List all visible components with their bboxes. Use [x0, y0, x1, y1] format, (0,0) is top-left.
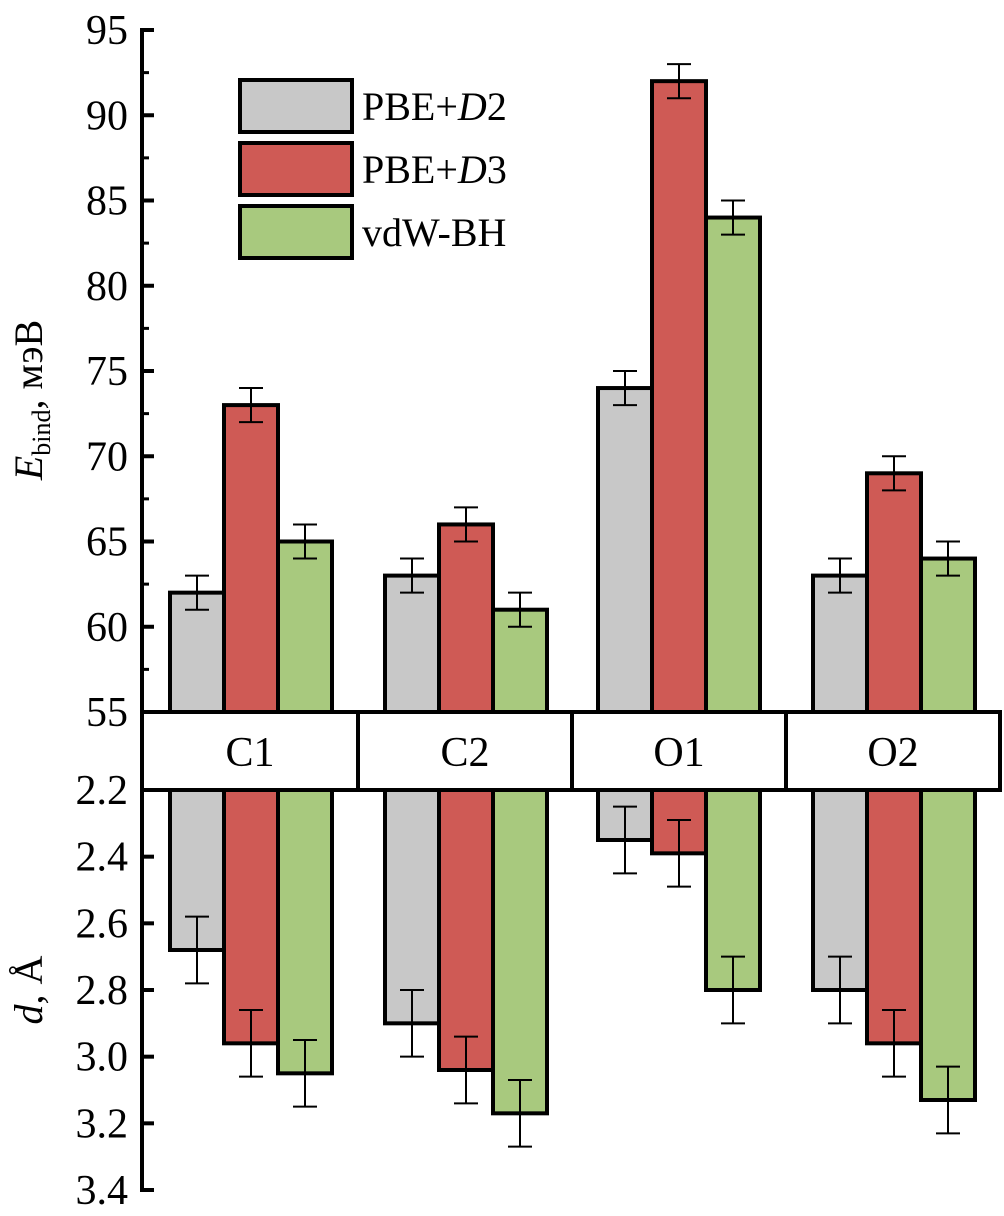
- category-labels: C1 C2 O1 O2: [140, 710, 1002, 792]
- top-ylabel-subscript: bind: [27, 409, 56, 455]
- tick-label-top-95: 95: [86, 8, 128, 54]
- errorbar-top-C1-PBE+D2: [185, 574, 209, 611]
- bar-top-O2-PBE+D2: [811, 573, 869, 714]
- errorbar-top-O2-PBE+D2: [828, 557, 852, 594]
- bottom-ylabel: d, Å: [6, 955, 51, 1024]
- bar-bottom-O2-vdW-BH: [919, 788, 977, 1102]
- errorbar-bottom-C2-PBE+D3: [454, 1035, 478, 1105]
- tick-label-bottom-2.4: 2.4: [76, 835, 129, 881]
- tick-label-top-65: 65: [86, 520, 128, 566]
- errorbar-bottom-O2-PBE+D2: [828, 955, 852, 1025]
- top-ylabel: Ebind, мэВ: [6, 320, 56, 481]
- bars-layer: [168, 63, 977, 1148]
- errorbar-bottom-O2-vdW-BH: [936, 1065, 960, 1135]
- errorbar-bottom-O2-PBE+D3: [882, 1009, 906, 1078]
- errorbar-bottom-O1-PBE+D2: [613, 805, 637, 875]
- tick-label-bottom-3.2: 3.2: [76, 1101, 129, 1147]
- errorbar-top-C2-PBE+D3: [454, 506, 478, 543]
- category-label-O1: O1: [653, 730, 704, 776]
- tick-label-top-85: 85: [86, 179, 128, 225]
- errorbar-top-O1-PBE+D2: [613, 370, 637, 407]
- errorbar-bottom-C1-PBE+D3: [239, 1009, 263, 1078]
- errorbar-top-C1-vdW-BH: [293, 523, 317, 560]
- tick-label-bottom-2.6: 2.6: [76, 901, 129, 947]
- errorbar-bottom-C1-PBE+D2: [185, 915, 209, 985]
- errorbar-bottom-C2-PBE+D2: [400, 989, 424, 1058]
- category-label-C1: C1: [225, 730, 274, 776]
- tick-label-top-80: 80: [86, 264, 128, 310]
- bar-top-O1-vdW-BH: [704, 215, 762, 715]
- legend: PBE+D2 PBE+D3 vdW-BH: [238, 78, 507, 260]
- bar-top-C1-vdW-BH: [276, 539, 334, 714]
- top-ylabel-symbol: E: [6, 456, 51, 481]
- errorbar-bottom-C2-vdW-BH: [508, 1079, 532, 1148]
- errorbar-bottom-O1-PBE+D3: [667, 819, 691, 888]
- bar-bottom-O2-PBE+D3: [865, 788, 923, 1046]
- tick-label-top-60: 60: [86, 605, 128, 651]
- errorbar-top-O2-PBE+D3: [882, 455, 906, 492]
- y-axis: 55 60 65 70 75 80 85 90 95 2.2 2.4 2.6 2.8 3.0 3.2 3.4: [76, 8, 154, 1214]
- bottom-ylabel-unit: , Å: [6, 955, 51, 1004]
- bar-top-C1-PBE+D3: [222, 403, 280, 714]
- legend-label-0: PBE+D2: [362, 84, 507, 129]
- tick-label-bottom-2.8: 2.8: [76, 968, 129, 1014]
- errorbar-top-C2-PBE+D2: [400, 557, 424, 594]
- legend-label-1: PBE+D3: [362, 147, 507, 192]
- tick-label-bottom-3.4: 3.4: [76, 1168, 129, 1214]
- legend-swatch-1: [238, 141, 354, 197]
- errorbar-top-O1-PBE+D3: [667, 63, 691, 100]
- bar-top-O2-vdW-BH: [919, 556, 977, 714]
- bar-bottom-C1-vdW-BH: [276, 788, 334, 1076]
- tick-label-top-70: 70: [86, 434, 128, 480]
- bar-top-C2-PBE+D3: [437, 522, 495, 715]
- category-label-C2: C2: [440, 730, 489, 776]
- bar-bottom-C2-PBE+D2: [383, 788, 441, 1026]
- tick-label-top-90: 90: [86, 93, 128, 139]
- legend-swatch-0: [238, 78, 354, 134]
- legend-label-2: vdW-BH: [362, 210, 506, 255]
- bar-top-C2-PBE+D2: [383, 573, 441, 714]
- svg-text:d, Å: d, Å: [6, 955, 51, 1024]
- legend-swatch-2: [238, 204, 354, 260]
- bar-top-O1-PBE+D3: [650, 79, 708, 714]
- tick-label-top-55: 55: [86, 690, 128, 736]
- bar-bottom-C2-vdW-BH: [491, 788, 549, 1116]
- svg-text:Ebind, мэВ: Ebind, мэВ: [6, 320, 56, 481]
- category-label-O2: O2: [867, 730, 918, 776]
- errorbar-top-C1-PBE+D3: [239, 387, 263, 424]
- bar-bottom-C1-PBE+D3: [222, 788, 280, 1046]
- bar-top-O2-PBE+D3: [865, 471, 923, 714]
- errorbar-top-O2-vdW-BH: [936, 540, 960, 577]
- errorbar-bottom-O1-vdW-BH: [721, 955, 745, 1025]
- tick-label-bottom-3.0: 3.0: [76, 1035, 129, 1081]
- top-ylabel-unit: , мэВ: [6, 320, 51, 410]
- tick-label-top-75: 75: [86, 349, 128, 395]
- errorbar-bottom-C1-vdW-BH: [293, 1039, 317, 1108]
- errorbar-top-C2-vdW-BH: [508, 591, 532, 628]
- bar-top-O1-PBE+D2: [596, 386, 654, 714]
- bottom-ylabel-symbol: d: [6, 1003, 51, 1024]
- errorbar-top-O1-vdW-BH: [721, 199, 745, 236]
- bar-bottom-C2-PBE+D3: [437, 788, 495, 1072]
- tick-label-bottom-2.2: 2.2: [76, 768, 129, 814]
